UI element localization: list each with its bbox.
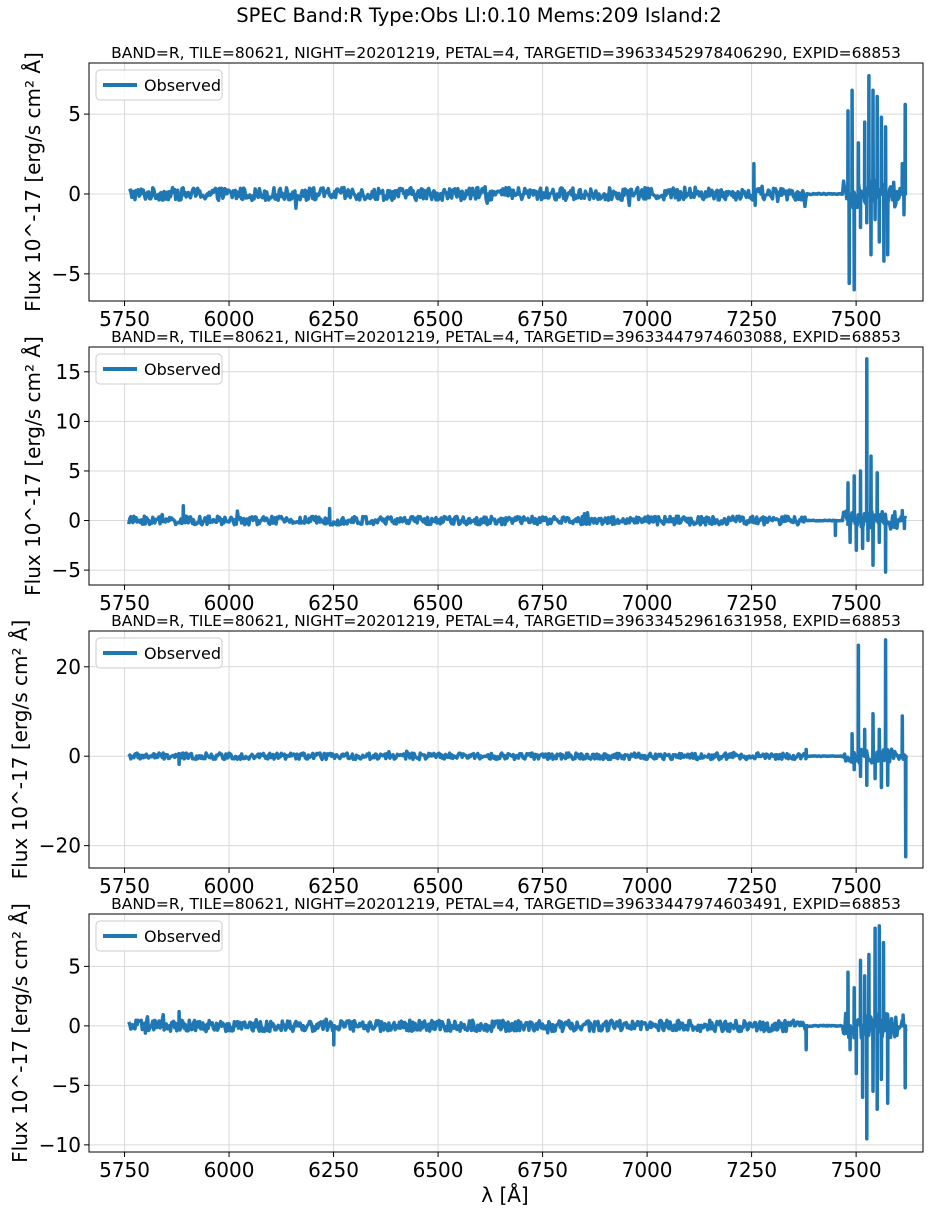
x-tick-label: 6000 [204, 874, 255, 898]
x-tick-label: 7250 [726, 307, 777, 331]
x-tick-label: 6250 [308, 307, 359, 331]
panel-2: 5750 6000 6250 6500 6750 7000 7250 7500 −5 0 5 10 15… [21, 328, 924, 615]
x-tick-label: 7500 [831, 591, 882, 615]
legend: Observed [95, 69, 223, 101]
y-tick-label: −5 [52, 558, 81, 582]
y-axis-label: Flux 10^-17 [erg/s cm² Å] [21, 336, 45, 596]
y-tick-label: −5 [52, 262, 81, 286]
panel-3: 5750 6000 6250 6500 6750 7000 7250 7500 −20 0 20 BA… [8, 612, 924, 898]
axes-frame [88, 630, 924, 869]
y-tick-label: 5 [68, 954, 81, 978]
x-tick-label: 5750 [99, 307, 150, 331]
panel-title: BAND=R, TILE=80621, NIGHT=20201219, PETA… [111, 328, 901, 346]
axes-frame [88, 913, 924, 1153]
legend-box [95, 353, 223, 385]
series-line-observed [126, 357, 908, 574]
figure-title: SPEC Band:R Type:Obs Ll:0.10 Mems:209 Is… [236, 4, 722, 27]
y-tick-label: −5 [52, 1073, 81, 1097]
y-tick-label: 0 [68, 1014, 81, 1038]
y-tick-label: 10 [56, 409, 81, 433]
panel-1: 5750 6000 6250 6500 6750 7000 7250 7500 −5 0 5 BAND… [21, 44, 924, 331]
x-tick-label: 5750 [99, 591, 150, 615]
y-tick-label: 0 [68, 509, 81, 533]
legend-label: Observed [144, 76, 221, 95]
x-tick-label: 7000 [622, 1158, 673, 1182]
x-tick-label: 6250 [308, 874, 359, 898]
legend-box [95, 920, 223, 952]
axes-frame [88, 346, 924, 586]
x-tick-label: 7250 [726, 591, 777, 615]
x-tick-label: 6250 [308, 591, 359, 615]
legend-label: Observed [144, 644, 221, 663]
panel-title: BAND=R, TILE=80621, NIGHT=20201219, PETA… [111, 612, 901, 630]
series-line-observed [128, 74, 908, 292]
y-tick-label: 5 [68, 102, 81, 126]
x-tick-label: 7000 [622, 307, 673, 331]
y-tick-label: 0 [68, 744, 81, 768]
x-tick-label: 6500 [413, 307, 464, 331]
x-tick-label: 7000 [622, 591, 673, 615]
series-line-observed [127, 924, 908, 1141]
panel-title: BAND=R, TILE=80621, NIGHT=20201219, PETA… [111, 44, 901, 62]
x-tick-label: 5750 [99, 874, 150, 898]
x-tick-label: 6750 [517, 1158, 568, 1182]
legend-box [95, 637, 223, 669]
x-tick-label: 7250 [726, 874, 777, 898]
legend: Observed [95, 920, 223, 952]
x-tick-label: 6500 [413, 591, 464, 615]
y-axis-label: Flux 10^-17 [erg/s cm² Å] [21, 52, 45, 312]
x-tick-label: 6750 [517, 874, 568, 898]
y-axis-label: Flux 10^-17 [erg/s cm² Å] [8, 620, 32, 880]
legend-box [95, 69, 223, 101]
x-tick-label: 5750 [99, 1158, 150, 1182]
x-tick-label: 6000 [204, 591, 255, 615]
x-tick-label: 6500 [413, 874, 464, 898]
series-line-observed [127, 638, 908, 859]
legend: Observed [95, 353, 223, 385]
y-tick-label: 20 [56, 655, 81, 679]
legend-label: Observed [144, 360, 221, 379]
x-tick-label: 7500 [831, 307, 882, 331]
panels: 5750 6000 6250 6500 6750 7000 7250 7500 −5 0 5 BAND… [8, 44, 924, 1182]
panel-title: BAND=R, TILE=80621, NIGHT=20201219, PETA… [111, 895, 901, 913]
y-tick-label: −10 [39, 1133, 81, 1157]
y-tick-label: −20 [39, 834, 81, 858]
x-tick-label: 7000 [622, 874, 673, 898]
x-tick-label: 6500 [413, 1158, 464, 1182]
y-axis-label: Flux 10^-17 [erg/s cm² Å] [8, 903, 32, 1163]
x-tick-label: 7250 [726, 1158, 777, 1182]
y-tick-label: 0 [68, 182, 81, 206]
x-tick-label: 7500 [831, 1158, 882, 1182]
x-tick-label: 6750 [517, 591, 568, 615]
x-tick-label: 6000 [204, 1158, 255, 1182]
x-tick-label: 6250 [308, 1158, 359, 1182]
legend: Observed [95, 637, 223, 669]
x-tick-label: 6750 [517, 307, 568, 331]
x-tick-label: 7500 [831, 874, 882, 898]
x-tick-label: 6000 [204, 307, 255, 331]
y-tick-label: 15 [56, 360, 81, 384]
axes-frame [88, 62, 924, 302]
legend-label: Observed [144, 927, 221, 946]
panel-4: 5750 6000 6250 6500 6750 7000 7250 7500 −10 −5 0 5 B… [8, 895, 924, 1182]
x-axis-label: λ [Å] [481, 1183, 528, 1207]
y-tick-label: 5 [68, 459, 81, 483]
